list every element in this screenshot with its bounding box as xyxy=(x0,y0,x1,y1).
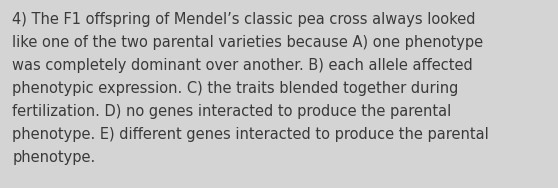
Text: 4) The F1 offspring of Mendel’s classic pea cross always looked: 4) The F1 offspring of Mendel’s classic … xyxy=(12,12,476,27)
Text: like one of the two parental varieties because A) one phenotype: like one of the two parental varieties b… xyxy=(12,35,483,50)
Text: phenotype.: phenotype. xyxy=(12,150,95,165)
Text: phenotype. E) different genes interacted to produce the parental: phenotype. E) different genes interacted… xyxy=(12,127,489,142)
Text: fertilization. D) no genes interacted to produce the parental: fertilization. D) no genes interacted to… xyxy=(12,104,451,119)
Text: phenotypic expression. C) the traits blended together during: phenotypic expression. C) the traits ble… xyxy=(12,81,459,96)
Text: was completely dominant over another. B) each allele affected: was completely dominant over another. B)… xyxy=(12,58,473,73)
